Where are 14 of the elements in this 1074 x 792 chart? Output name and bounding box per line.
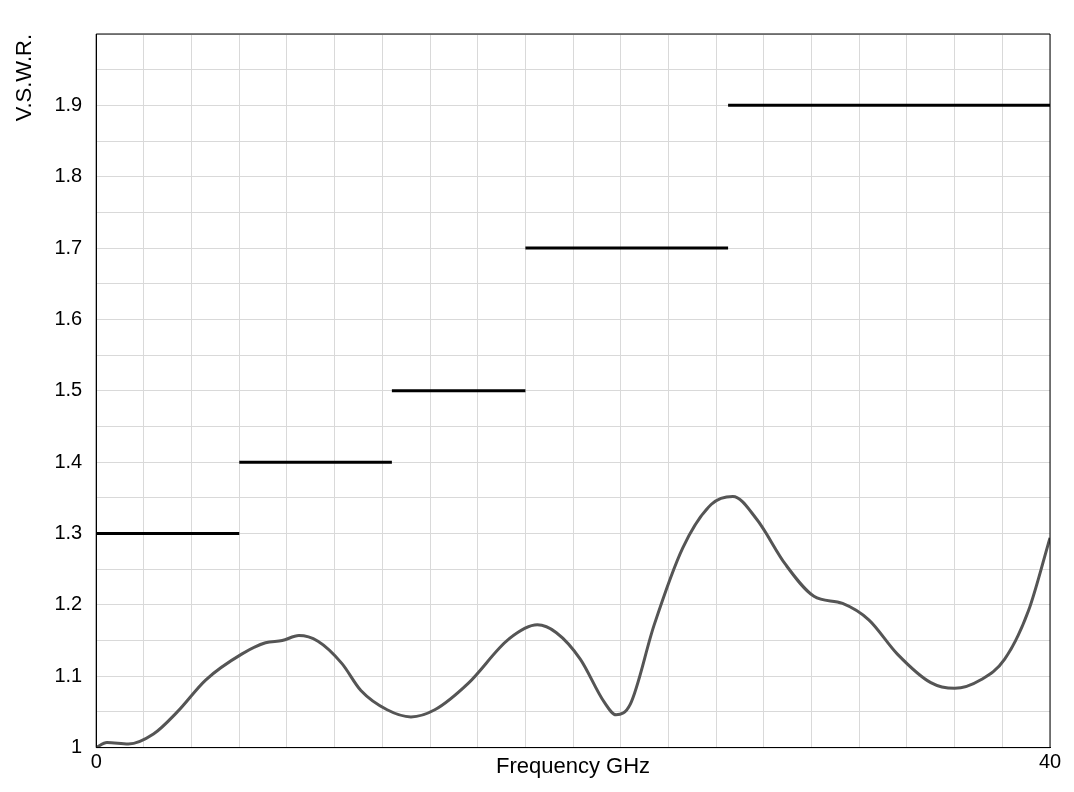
y-tick-label: 1.8 — [54, 164, 83, 187]
x-tick-label: 40 — [1038, 750, 1062, 773]
y-tick-label: 1.9 — [54, 92, 83, 115]
y-tick-label: 1.4 — [54, 449, 83, 472]
x-tick-label: 0 — [90, 750, 102, 773]
y-tick-label: 1.3 — [54, 521, 83, 544]
y-tick-label: 1 — [71, 735, 83, 758]
y-tick-label: 1.5 — [54, 378, 83, 401]
x-axis-title: Frequency GHz — [496, 752, 651, 778]
y-tick-label: 1.2 — [54, 592, 83, 615]
y-axis-title: V.S.W.R. — [11, 34, 37, 122]
y-tick-label: 1.1 — [54, 663, 83, 686]
y-tick-label: 1.6 — [54, 306, 83, 329]
y-tick-label: 1.7 — [54, 235, 83, 258]
